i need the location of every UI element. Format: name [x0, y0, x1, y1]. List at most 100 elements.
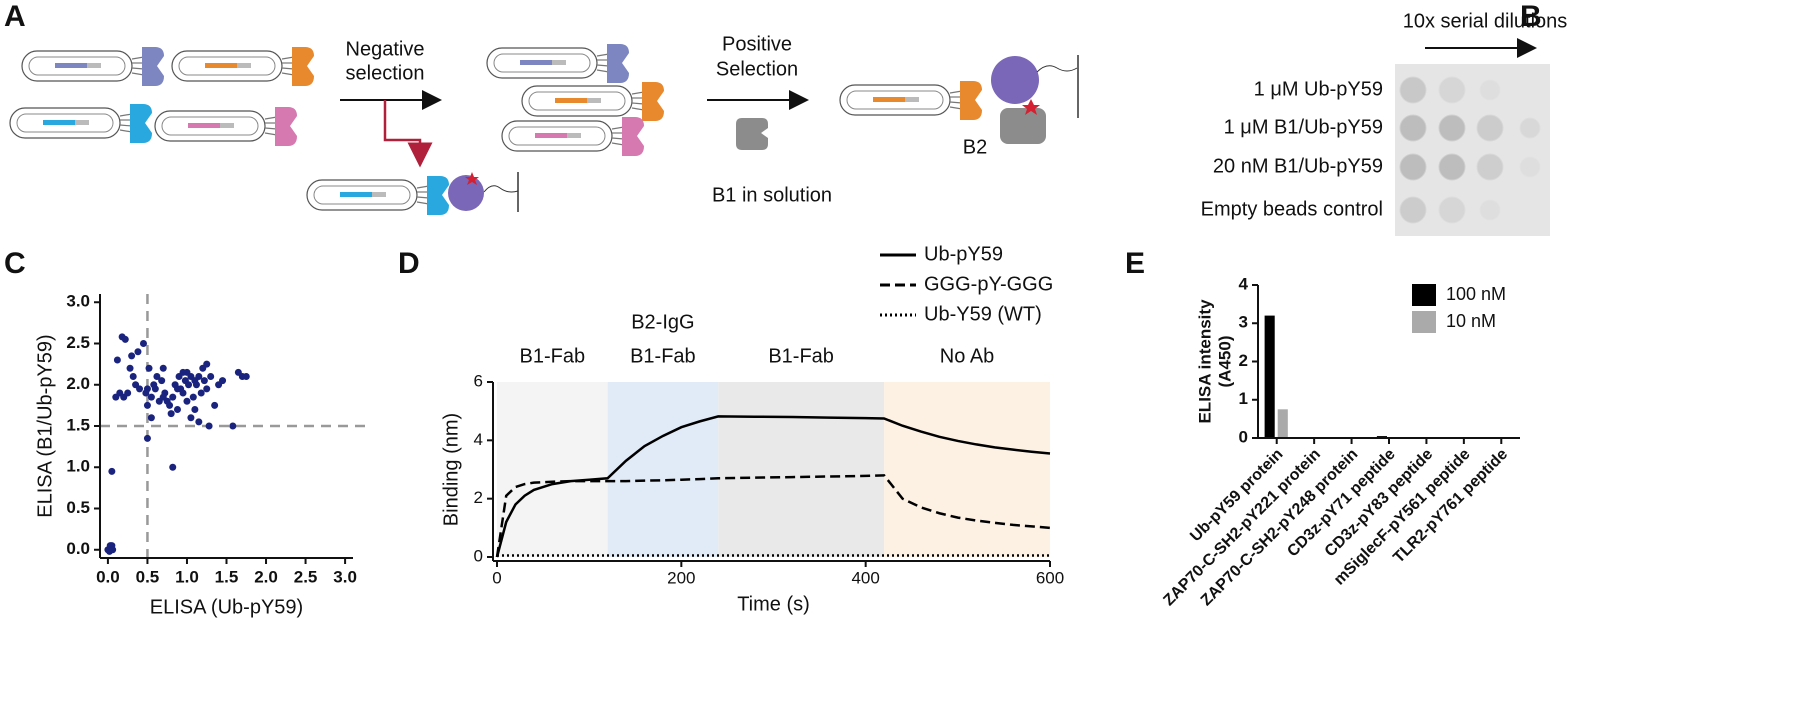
series-line: [495, 474, 1051, 558]
panel-letter: E: [1125, 247, 1145, 280]
series-line: [495, 415, 1051, 558]
panel-letter: D: [398, 247, 420, 280]
y-tick-label: 2.5: [66, 333, 90, 352]
point: [187, 414, 195, 422]
point: [191, 406, 199, 413]
point: [147, 414, 155, 422]
point: [197, 389, 205, 397]
y-tick-label: 0.0: [66, 539, 90, 558]
point: [143, 434, 151, 442]
x-axis-title: Time (s): [737, 593, 810, 615]
phase-label: B1-Fab: [520, 345, 586, 367]
point: [108, 467, 116, 475]
phase-label: No Ab: [940, 345, 994, 367]
point: [143, 401, 151, 409]
point: [124, 389, 132, 397]
y-tick-label: 6: [474, 371, 483, 390]
point: [195, 373, 203, 380]
point: [203, 360, 211, 368]
y-tick-label: 3.0: [66, 292, 90, 311]
panel-letter: B: [1520, 0, 1542, 33]
phase-band: [497, 382, 608, 557]
x-tick-label: 200: [667, 568, 695, 587]
y-axis-title: Binding (nm): [440, 413, 462, 526]
y-tick-label: 1.5: [66, 415, 90, 434]
point: [173, 385, 181, 393]
x-axis-title: ELISA (Ub-pY59): [150, 596, 303, 618]
y-tick-label: 1.0: [66, 457, 90, 476]
point: [179, 389, 187, 397]
panel-a-diagram: [9, 43, 1079, 216]
point: [134, 348, 142, 356]
bar: [1277, 409, 1288, 438]
y-tick-label: 3: [1239, 313, 1248, 332]
point: [166, 401, 174, 409]
phase-label: B2-IgG: [631, 311, 694, 333]
row-label: Empty beads control: [1201, 198, 1383, 220]
legend-label: GGG-pY-GGG: [924, 273, 1053, 295]
x-tick-label: 1.0: [175, 567, 199, 586]
y-tick-label: 0: [1239, 427, 1248, 446]
plate-image: [1395, 64, 1550, 236]
phase-band: [607, 382, 719, 557]
phase-band: [718, 382, 885, 557]
y-axis-title: ELISA intensity: [1195, 299, 1214, 424]
bar: [1264, 315, 1275, 438]
point: [129, 373, 137, 380]
point: [179, 368, 187, 376]
point: [192, 381, 200, 389]
point: [167, 410, 175, 418]
y-tick-label: 4: [1239, 274, 1249, 293]
arrow-label: selection: [346, 62, 425, 84]
point: [159, 364, 167, 372]
y-tick-label: 2: [1239, 351, 1248, 370]
header: 10x serial dilutions: [1403, 10, 1568, 32]
point: [142, 389, 150, 397]
y-axis-title: ELISA (B1/Ub-pY59): [34, 334, 56, 517]
point: [242, 373, 250, 380]
panel-letter: A: [4, 0, 26, 33]
point: [145, 364, 153, 372]
y-tick-label: 0.5: [66, 498, 90, 517]
x-tick-label: 2.5: [294, 567, 318, 586]
phase-label: B1-Fab: [630, 345, 696, 367]
legend-swatch: [1412, 284, 1436, 306]
point: [219, 377, 227, 385]
x-tick-label: 600: [1036, 568, 1064, 587]
point: [136, 385, 144, 393]
point: [169, 393, 177, 401]
point: [159, 393, 167, 401]
point: [128, 352, 136, 360]
y-axis-title: (A450): [1215, 336, 1234, 388]
point: [207, 373, 215, 380]
legend-label: Ub-Y59 (WT): [924, 303, 1042, 325]
point: [183, 397, 191, 405]
point: [126, 364, 134, 372]
point: [153, 373, 161, 380]
y-tick-label: 0: [474, 546, 483, 565]
row-label: 1 μM Ub-pY59: [1254, 78, 1383, 100]
point: [169, 463, 177, 471]
arrow-label: Negative: [346, 38, 425, 60]
x-tick-label: 3.0: [333, 567, 357, 586]
point: [189, 393, 197, 401]
row-label: 20 nM B1/Ub-pY59: [1213, 155, 1383, 177]
row-label: 1 μM B1/Ub-pY59: [1224, 116, 1383, 138]
y-tick-label: 2.0: [66, 374, 90, 393]
legend-swatch: [1412, 311, 1436, 333]
legend-label: Ub-pY59: [924, 243, 1003, 265]
y-tick-label: 2: [474, 488, 483, 507]
x-tick-label: 0.5: [136, 567, 160, 586]
phase-label: B1-Fab: [768, 345, 834, 367]
arrow-label: Selection: [716, 58, 798, 80]
point: [139, 340, 147, 347]
y-tick-label: 4: [474, 430, 483, 449]
legend-label: 100 nM: [1446, 284, 1506, 304]
panel-letter: C: [4, 247, 26, 280]
y-tick-label: 1: [1239, 389, 1248, 408]
point: [173, 406, 181, 413]
point: [211, 401, 219, 409]
caption: B1 in solution: [712, 184, 832, 206]
x-tick-label: 1.5: [215, 567, 239, 586]
point: [205, 422, 213, 430]
